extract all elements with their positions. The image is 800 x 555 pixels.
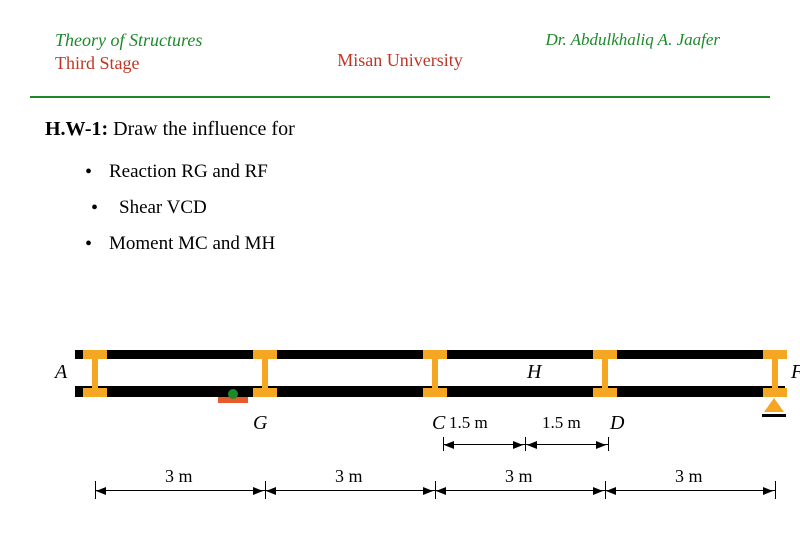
- instructor-name: Dr. Abdulkhaliq A. Jaafer: [545, 30, 720, 50]
- point-label-h: H: [527, 361, 541, 384]
- list-item: Shear VCD: [85, 197, 755, 219]
- sub-dimension-row: [443, 438, 608, 458]
- list-item: Moment MC and MH: [85, 233, 755, 255]
- ibeam-section: [253, 350, 277, 397]
- roller-base-icon: [762, 414, 786, 417]
- problem-title: H.W-1: Draw the influence for: [45, 118, 755, 141]
- dimension-row: 3 m 3 m 3 m 3 m: [85, 480, 780, 510]
- span-label: 3 m: [335, 466, 363, 487]
- stage-label: Third Stage: [55, 53, 139, 74]
- university-name: Misan University: [337, 50, 463, 71]
- header-row-1: Theory of Structures Dr. Abdulkhaliq A. …: [55, 30, 745, 51]
- problem-prompt: Draw the influence for: [113, 118, 295, 140]
- point-label-g: G: [253, 412, 267, 435]
- problem-block: H.W-1: Draw the influence for Reaction R…: [0, 98, 800, 255]
- ibeam-section: [423, 350, 447, 397]
- problem-list: Reaction RG and RF Shear VCD Moment MC a…: [45, 141, 755, 255]
- point-label-d: D: [610, 412, 624, 435]
- problem-id: H.W-1:: [45, 118, 108, 140]
- point-label-c: C: [432, 412, 445, 435]
- span-label: 3 m: [165, 466, 193, 487]
- subspan-hd: 1.5 m: [542, 413, 581, 433]
- ibeam-section: [83, 350, 107, 397]
- subspan-ch: 1.5 m: [449, 413, 488, 433]
- beam-diagram: A H F G C 1.5 m 1.5 m D 3 m 3 m: [55, 330, 785, 530]
- page-header: Theory of Structures Dr. Abdulkhaliq A. …: [0, 0, 800, 86]
- span-label: 3 m: [505, 466, 533, 487]
- list-item: Reaction RG and RF: [85, 161, 755, 183]
- pin-support-g: [218, 397, 248, 403]
- point-label-f: F: [791, 361, 800, 384]
- roller-triangle-icon: [764, 398, 784, 412]
- header-row-2: Third Stage Misan University: [55, 53, 745, 74]
- ibeam-section: [763, 350, 787, 397]
- course-title: Theory of Structures: [55, 30, 202, 51]
- roller-support-f: [764, 398, 784, 412]
- point-label-a: A: [55, 361, 67, 384]
- span-label: 3 m: [675, 466, 703, 487]
- pin-circle-icon: [228, 389, 238, 399]
- ibeam-section: [593, 350, 617, 397]
